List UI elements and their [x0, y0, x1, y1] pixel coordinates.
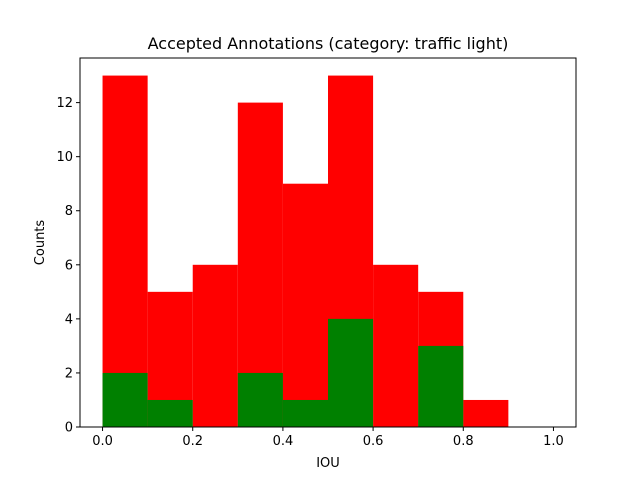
y-tick-label: 6	[65, 258, 73, 273]
plot-frame	[79, 57, 577, 428]
x-tick-label: 0.8	[453, 434, 474, 449]
chart-title: Accepted Annotations (category: traffic …	[148, 34, 509, 53]
x-tick-label: 0.2	[182, 434, 203, 449]
x-tick-label: 0.4	[273, 434, 294, 449]
y-ticks: 0 2 4 6 8 10 12	[56, 96, 80, 436]
bar-series0-bin6	[373, 264, 419, 427]
bar-series0-bin4	[282, 183, 328, 427]
bar-series0-bin8	[463, 399, 509, 427]
bar-series0-bin0	[102, 75, 148, 428]
y-tick-label: 12	[56, 96, 73, 111]
x-ticks: 0.0 0.2 0.4 0.6 0.8 1.0	[92, 427, 564, 449]
bar-series1-bin1	[147, 399, 193, 427]
y-tick-label: 10	[56, 150, 73, 165]
bar-series0-bin2	[192, 264, 238, 427]
bar-series1-bin7	[418, 345, 464, 427]
y-axis-label: Counts	[33, 220, 48, 266]
bar-series1-bin5	[328, 318, 374, 427]
bars-group	[102, 75, 509, 428]
bar-series1-bin0	[102, 372, 148, 427]
x-axis-label: IOU	[316, 456, 340, 471]
y-tick-label: 4	[65, 312, 73, 327]
x-tick-label: 0.6	[363, 434, 384, 449]
y-tick-label: 2	[65, 366, 73, 381]
x-tick-label: 0.0	[92, 434, 113, 449]
bar-series1-bin3	[237, 372, 283, 427]
x-tick-label: 1.0	[543, 434, 564, 449]
bar-series1-bin4	[282, 399, 328, 427]
y-tick-label: 0	[65, 421, 73, 436]
y-tick-label: 8	[65, 204, 73, 219]
